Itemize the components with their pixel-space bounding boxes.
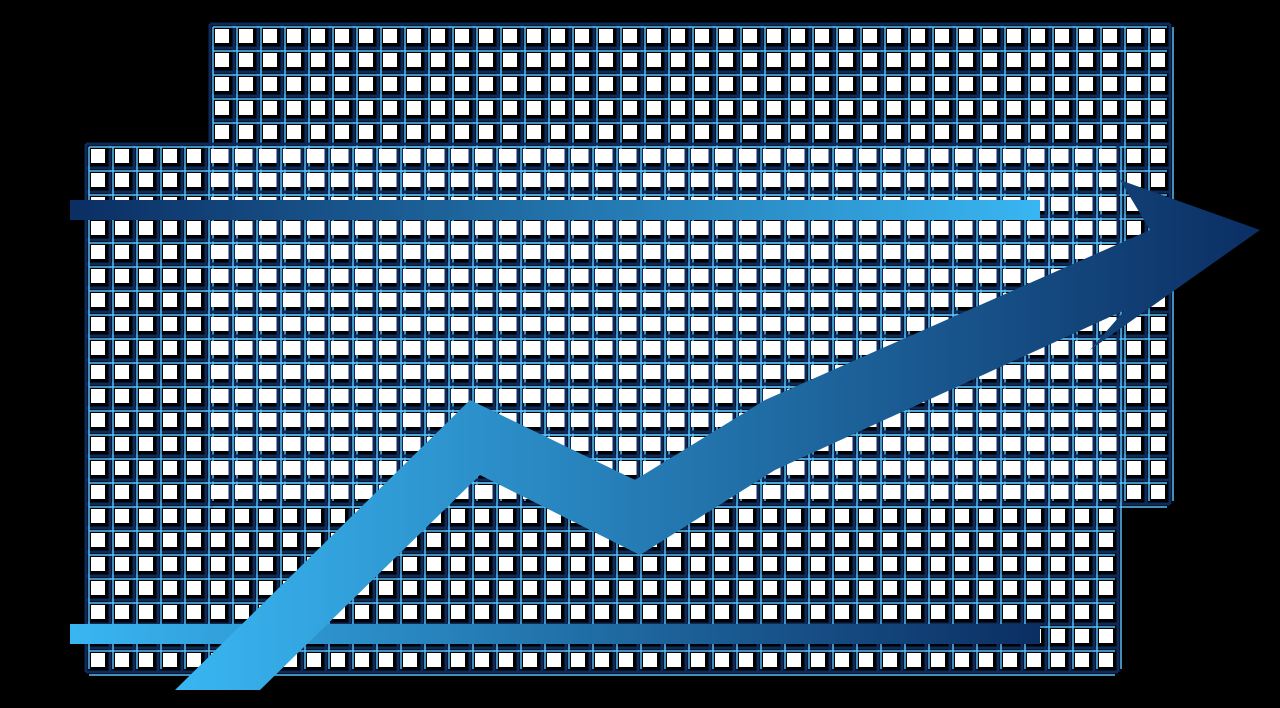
horizontal-bar-bottom [70, 624, 1040, 644]
growth-chart-graphic [0, 0, 1280, 708]
horizontal-bar-top [70, 200, 1040, 220]
